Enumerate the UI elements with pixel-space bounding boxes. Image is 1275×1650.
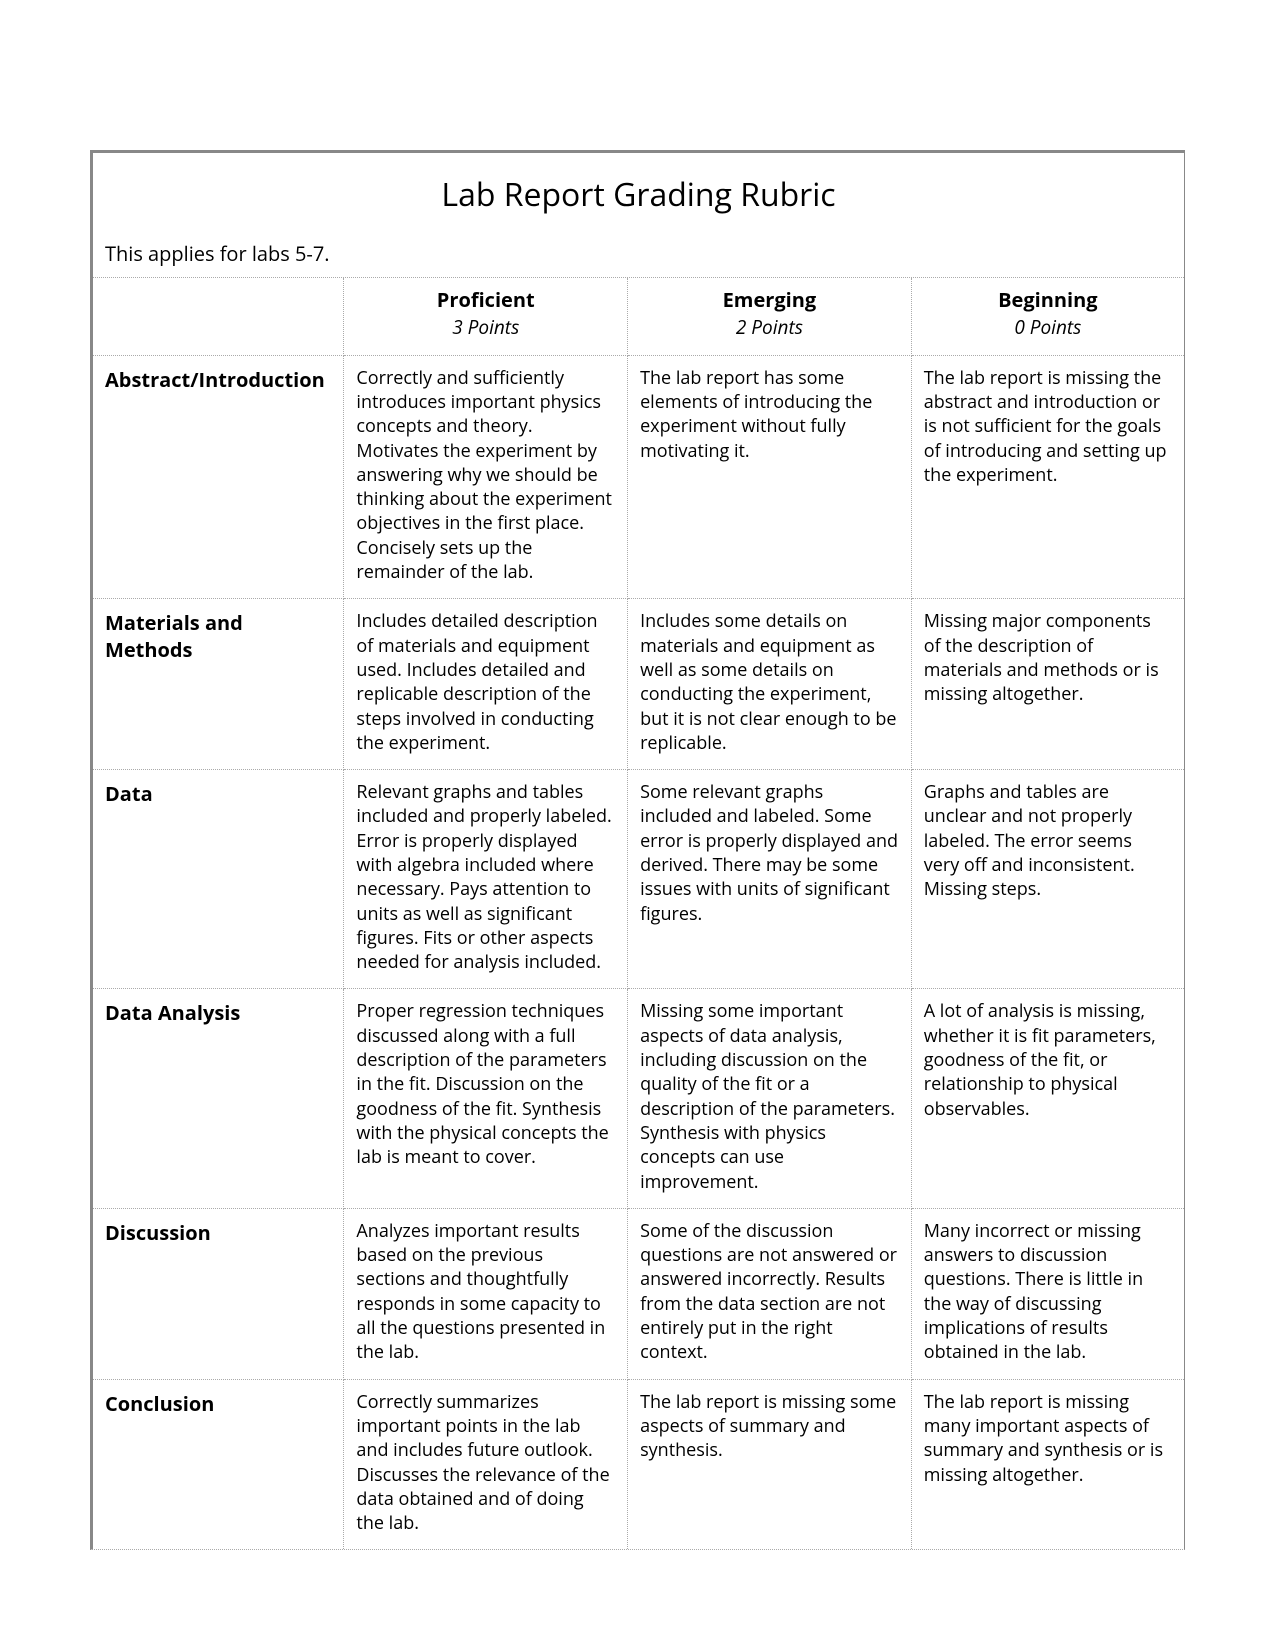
cell: Some relevant graphs included and labele…: [628, 770, 912, 989]
header-proficient: Proficient 3 Points: [344, 278, 628, 355]
cell: Many incorrect or missing answers to dis…: [911, 1208, 1184, 1379]
row-label: Abstract/Introduction: [93, 355, 344, 599]
cell: Relevant graphs and tables included and …: [344, 770, 628, 989]
level-name: Emerging: [640, 286, 899, 313]
header-beginning: Beginning 0 Points: [911, 278, 1184, 355]
table-row: Materials and Methods Includes detailed …: [93, 599, 1184, 770]
cell: Some of the discussion questions are not…: [628, 1208, 912, 1379]
cell: Analyzes important results based on the …: [344, 1208, 628, 1379]
cell: The lab report is missing some aspects o…: [628, 1379, 912, 1549]
row-label: Materials and Methods: [93, 599, 344, 770]
cell: Missing some important aspects of data a…: [628, 989, 912, 1208]
cell: Proper regression techniques discussed a…: [344, 989, 628, 1208]
cell: Graphs and tables are unclear and not pr…: [911, 770, 1184, 989]
header-blank: [93, 278, 344, 355]
table-row: Discussion Analyzes important results ba…: [93, 1208, 1184, 1379]
row-label: Data: [93, 770, 344, 989]
cell: The lab report is missing many important…: [911, 1379, 1184, 1549]
cell: Includes detailed description of materia…: [344, 599, 628, 770]
rubric-title: Lab Report Grading Rubric: [93, 173, 1184, 216]
cell: The lab report is missing the abstract a…: [911, 355, 1184, 599]
rubric-subtitle: This applies for labs 5-7.: [93, 240, 1184, 278]
page: Lab Report Grading Rubric This applies f…: [0, 0, 1275, 1640]
table-row: Abstract/Introduction Correctly and suff…: [93, 355, 1184, 599]
row-label: Discussion: [93, 1208, 344, 1379]
level-name: Beginning: [924, 286, 1172, 313]
cell: Includes some details on materials and e…: [628, 599, 912, 770]
level-name: Proficient: [356, 286, 615, 313]
level-points: 2 Points: [640, 315, 899, 341]
row-label: Conclusion: [93, 1379, 344, 1549]
rubric-table: Proficient 3 Points Emerging 2 Points Be…: [93, 278, 1184, 1549]
level-points: 0 Points: [924, 315, 1172, 341]
rubric-box: Lab Report Grading Rubric This applies f…: [90, 150, 1185, 1550]
cell: The lab report has some elements of intr…: [628, 355, 912, 599]
level-points: 3 Points: [356, 315, 615, 341]
cell: Correctly summarizes important points in…: [344, 1379, 628, 1549]
table-header-row: Proficient 3 Points Emerging 2 Points Be…: [93, 278, 1184, 355]
cell: Missing major components of the descript…: [911, 599, 1184, 770]
cell: Correctly and sufficiently introduces im…: [344, 355, 628, 599]
row-label: Data Analysis: [93, 989, 344, 1208]
header-emerging: Emerging 2 Points: [628, 278, 912, 355]
rubric-body: Abstract/Introduction Correctly and suff…: [93, 355, 1184, 1549]
table-row: Data Relevant graphs and tables included…: [93, 770, 1184, 989]
table-row: Conclusion Correctly summarizes importan…: [93, 1379, 1184, 1549]
cell: A lot of analysis is missing, whether it…: [911, 989, 1184, 1208]
table-row: Data Analysis Proper regression techniqu…: [93, 989, 1184, 1208]
